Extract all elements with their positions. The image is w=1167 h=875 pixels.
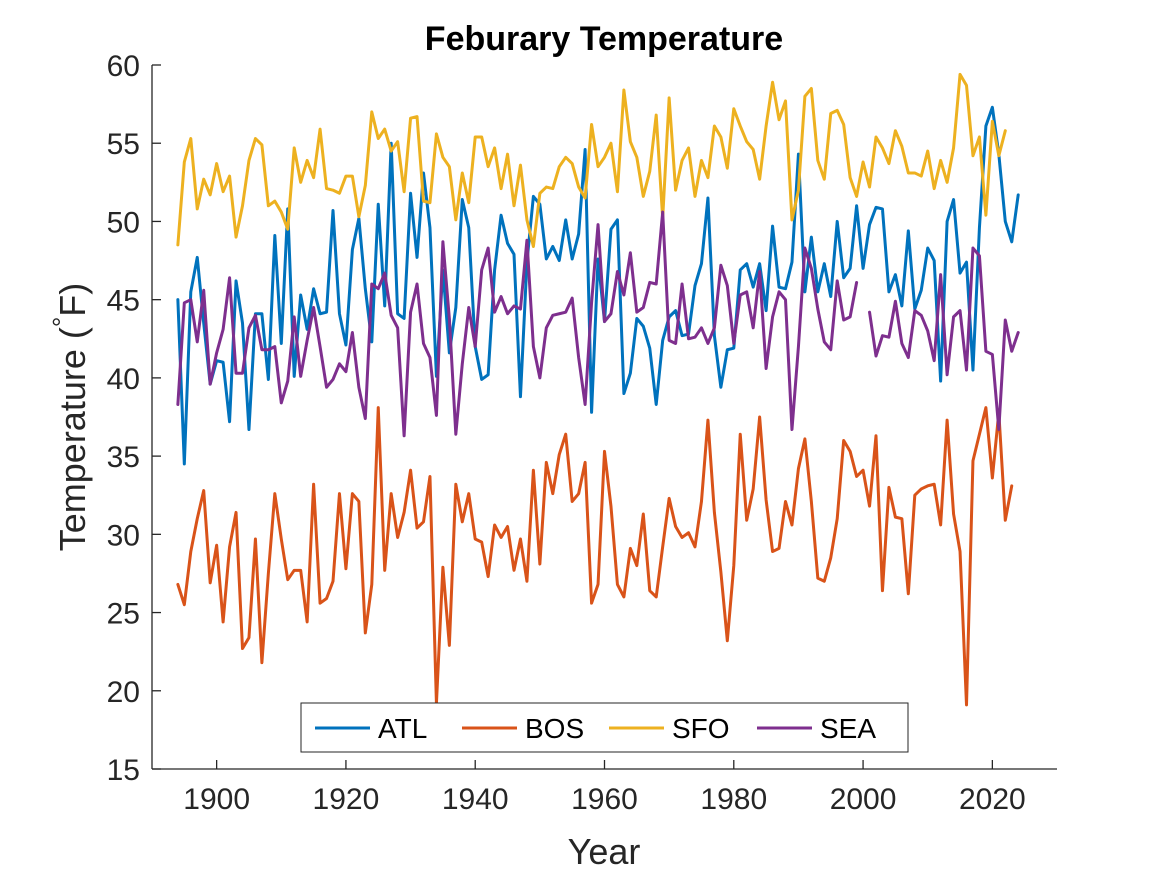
y-tick-label: 60	[107, 50, 140, 83]
y-tick-label: 55	[107, 128, 140, 161]
legend: ATL BOS SFO SEA	[300, 702, 909, 753]
series-line-bos	[176, 406, 1014, 707]
x-tick-label: 1920	[313, 783, 380, 816]
legend-label-bos: BOS	[525, 713, 584, 744]
y-tick-label: 50	[107, 206, 140, 239]
y-tick-label: 15	[107, 754, 140, 787]
x-tick-label: 1940	[442, 783, 509, 816]
y-tick-label: 40	[107, 363, 140, 396]
legend-label-sea: SEA	[820, 713, 876, 744]
x-ticks: 1900 1920 1940 1960 1980 2000 2020	[183, 760, 1026, 816]
y-tick-label: 30	[107, 519, 140, 552]
x-axis-label: Year	[568, 831, 641, 872]
series-line-sfo	[176, 72, 1007, 248]
legend-items: ATL BOS SFO SEA	[315, 713, 876, 744]
x-tick-label: 1960	[571, 783, 638, 816]
y-tick-label: 25	[107, 598, 140, 631]
x-tick-label: 1980	[700, 783, 767, 816]
y-tick-label: 20	[107, 676, 140, 709]
y-axis-label-main: Temperature (	[52, 327, 93, 551]
y-axis-label: Temperature (°F)	[47, 283, 93, 551]
series-line-atl	[176, 105, 1020, 466]
plot-lines	[176, 72, 1020, 707]
y-tick-label: 45	[107, 285, 140, 318]
legend-label-atl: ATL	[378, 713, 427, 744]
x-tick-label: 2000	[830, 783, 897, 816]
y-axis-label-degree: °	[47, 317, 77, 327]
series-line-sea	[176, 210, 1020, 438]
chart-title: Feburary Temperature	[425, 20, 783, 58]
x-tick-label: 2020	[959, 783, 1026, 816]
y-tick-label: 35	[107, 441, 140, 474]
x-tick-label: 1900	[183, 783, 250, 816]
y-axis-label-unit: F)	[52, 283, 93, 317]
y-ticks: 15 20 25 30 35 40 45 50 55 60	[107, 50, 161, 787]
legend-label-sfo: SFO	[672, 713, 730, 744]
